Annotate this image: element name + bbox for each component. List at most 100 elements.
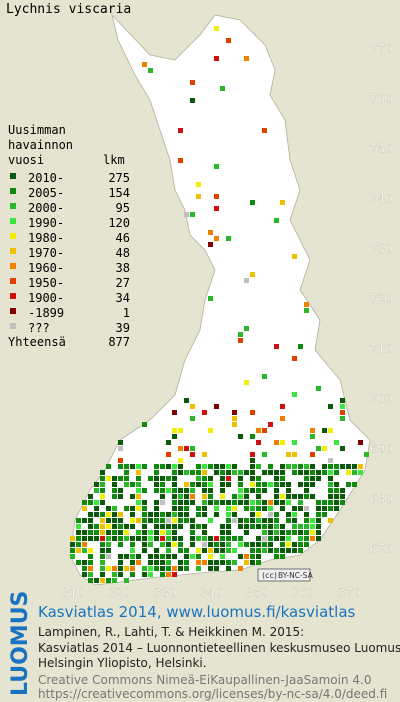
observation-square: [340, 446, 345, 451]
observation-square: [256, 494, 261, 499]
observation-square: [334, 464, 339, 469]
observation-square: [172, 482, 177, 487]
observation-square: [82, 500, 87, 505]
observation-square: [166, 536, 171, 541]
observation-square: [226, 518, 231, 523]
observation-square: [250, 452, 255, 457]
observation-square: [328, 428, 333, 433]
observation-square: [142, 548, 147, 553]
observation-square: [274, 440, 279, 445]
observation-square: [130, 536, 135, 541]
grid-label-north: 670: [370, 542, 393, 556]
observation-square: [328, 500, 333, 505]
observation-square: [190, 452, 195, 457]
observation-square: [142, 488, 147, 493]
observation-square: [196, 470, 201, 475]
observation-square: [166, 542, 171, 547]
observation-square: [352, 482, 357, 487]
observation-square: [172, 476, 177, 481]
observation-square: [286, 548, 291, 553]
observation-square: [106, 542, 111, 547]
observation-square: [172, 428, 177, 433]
observation-square: [214, 560, 219, 565]
observation-square: [94, 524, 99, 529]
observation-square: [148, 512, 153, 517]
license-badge: [257, 568, 311, 582]
observation-square: [268, 536, 273, 541]
observation-square: [262, 128, 267, 133]
observation-square: [208, 482, 213, 487]
observation-square: [154, 548, 159, 553]
observation-square: [130, 506, 135, 511]
observation-square: [280, 500, 285, 505]
observation-square: [190, 80, 195, 85]
observation-square: [256, 548, 261, 553]
observation-square: [106, 578, 111, 583]
observation-square: [148, 560, 153, 565]
observation-square: [274, 482, 279, 487]
observation-square: [166, 452, 171, 457]
observation-square: [292, 392, 297, 397]
observation-square: [100, 572, 105, 577]
observation-square: [190, 500, 195, 505]
observation-square: [214, 536, 219, 541]
observation-square: [226, 566, 231, 571]
observation-square: [262, 542, 267, 547]
observation-square: [94, 482, 99, 487]
observation-square: [172, 434, 177, 439]
observation-square: [274, 488, 279, 493]
observation-square: [310, 434, 315, 439]
observation-square: [256, 554, 261, 559]
observation-square: [124, 578, 129, 583]
observation-square: [136, 482, 141, 487]
legend-header: lkm: [103, 153, 125, 167]
observation-square: [310, 428, 315, 433]
observation-square: [244, 494, 249, 499]
observation-square: [244, 500, 249, 505]
observation-square: [106, 536, 111, 541]
observation-square: [124, 566, 129, 571]
observation-square: [172, 554, 177, 559]
observation-square: [280, 494, 285, 499]
observation-square: [244, 518, 249, 523]
observation-square: [250, 488, 255, 493]
grid-label-north: 690: [370, 442, 393, 456]
observation-square: [346, 482, 351, 487]
observation-square: [316, 524, 321, 529]
observation-square: [166, 524, 171, 529]
observation-square: [250, 434, 255, 439]
observation-square: [304, 536, 309, 541]
observation-square: [310, 524, 315, 529]
observation-square: [106, 518, 111, 523]
observation-square: [112, 506, 117, 511]
grid-label-north: 710: [370, 342, 393, 356]
observation-square: [172, 566, 177, 571]
observation-square: [100, 512, 105, 517]
observation-square: [304, 506, 309, 511]
observation-square: [142, 566, 147, 571]
grid-label-east: 310: [62, 586, 85, 600]
observation-square: [190, 212, 195, 217]
observation-square: [322, 464, 327, 469]
observation-square: [136, 470, 141, 475]
observation-square: [334, 470, 339, 475]
observation-square: [286, 536, 291, 541]
observation-square: [118, 560, 123, 565]
observation-square: [154, 566, 159, 571]
observation-square: [142, 500, 147, 505]
observation-square: [166, 488, 171, 493]
observation-square: [94, 512, 99, 517]
observation-square: [280, 404, 285, 409]
observation-square: [172, 536, 177, 541]
brand: LUOMUS: [8, 591, 33, 696]
observation-square: [178, 548, 183, 553]
legend-swatch: [10, 203, 16, 209]
observation-square: [280, 530, 285, 535]
observation-square: [310, 518, 315, 523]
observation-square: [232, 548, 237, 553]
observation-square: [88, 536, 93, 541]
observation-square: [316, 536, 321, 541]
observation-square: [292, 548, 297, 553]
observation-square: [112, 494, 117, 499]
observation-square: [124, 482, 129, 487]
